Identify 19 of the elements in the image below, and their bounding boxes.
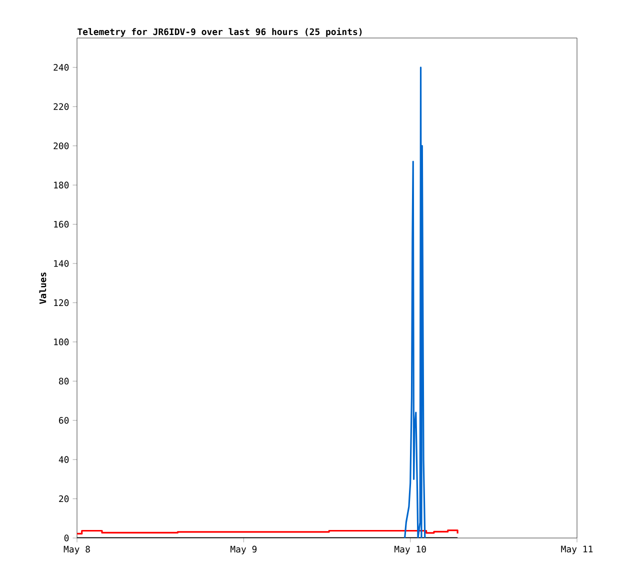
y-tick-label: 20 bbox=[59, 495, 69, 502]
y-axis-title: Values bbox=[39, 272, 46, 304]
y-tick-label: 0 bbox=[64, 534, 69, 542]
x-tick-label: May 9 bbox=[230, 546, 257, 554]
y-tick-label: 40 bbox=[58, 456, 69, 463]
y-tick-label: 100 bbox=[54, 338, 69, 346]
x-tick-label: May 8 bbox=[64, 546, 90, 554]
y-tick-label: 220 bbox=[54, 103, 69, 110]
y-tick-label: 140 bbox=[54, 260, 69, 267]
y-tick-label: 80 bbox=[59, 378, 69, 385]
y-tick-label: 60 bbox=[59, 416, 69, 424]
y-tick-label: 180 bbox=[54, 182, 69, 188]
chart-title: Telemetry for JR6IDV-9 over last 96 hours (25 points) bbox=[78, 28, 362, 37]
x-tick-label: May 10 bbox=[394, 546, 426, 554]
x-tick-label: May 11 bbox=[561, 546, 593, 554]
y-tick-label: 200 bbox=[54, 142, 69, 150]
y-tick-label: 240 bbox=[54, 64, 69, 71]
y-tick-label: 160 bbox=[54, 220, 69, 228]
y-tick-label: 120 bbox=[54, 299, 69, 306]
